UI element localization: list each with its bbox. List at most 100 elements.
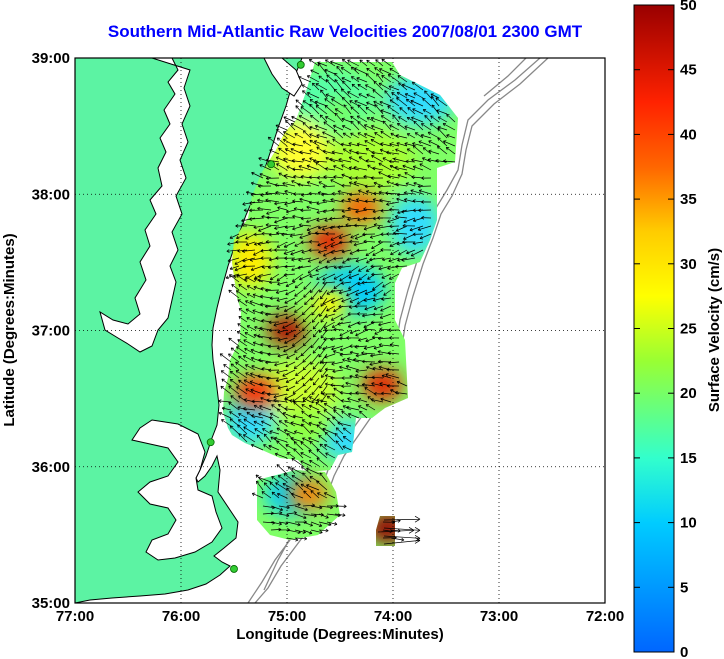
- velocity-vector: [292, 167, 304, 172]
- velocity-vector: [266, 398, 280, 403]
- velocity-vector: [242, 406, 256, 411]
- velocity-vector: [306, 225, 320, 232]
- x-axis-ticks: 77:00 76:00 75:00 74:00 73:00 72:00: [56, 608, 624, 625]
- velocity-vector: [396, 122, 408, 131]
- velocity-vector: [260, 286, 272, 291]
- velocity-vector: [355, 150, 368, 155]
- velocity-vector: [282, 215, 296, 220]
- velocity-vector: [319, 361, 328, 373]
- velocity-vector: [263, 482, 272, 491]
- velocity-vector: [363, 124, 376, 131]
- velocity-vector: [361, 359, 376, 364]
- velocity-vector: [250, 414, 264, 419]
- velocity-vector: [317, 62, 328, 75]
- velocity-vector: [330, 376, 344, 380]
- velocity-vector: [318, 249, 328, 254]
- velocity-vector: [268, 444, 280, 451]
- velocity-vector: [270, 505, 284, 512]
- velocity-vector: [348, 166, 360, 171]
- velocity-vector: [318, 421, 328, 427]
- velocity-vector: [386, 201, 400, 206]
- velocity-vector: [427, 131, 440, 139]
- velocity-vector: [246, 293, 256, 299]
- velocity-vector: [236, 386, 248, 395]
- velocity-vector: [276, 305, 288, 310]
- velocity-vector: [377, 216, 392, 220]
- velocity-vector: [298, 165, 312, 171]
- velocity-vector: [284, 337, 296, 344]
- velocity-vector: [394, 165, 408, 171]
- velocity-vector: [389, 335, 400, 340]
- velocity-vector: [228, 337, 240, 347]
- velocity-vector: [347, 91, 360, 99]
- velocity-vector: [333, 265, 344, 270]
- velocity-vector: [422, 97, 432, 107]
- velocity-vector: [234, 257, 248, 265]
- velocity-vector: [373, 305, 384, 311]
- velocity-vector: [403, 191, 416, 195]
- velocity-vector: [412, 108, 424, 115]
- velocity-vector: [365, 249, 376, 257]
- velocity-vector: [389, 124, 400, 131]
- velocity-vector: [389, 99, 400, 107]
- velocity-vector: [332, 138, 344, 147]
- y-tick-label: 35:00: [32, 595, 70, 612]
- velocity-vector: [310, 521, 323, 527]
- velocity-vector: [348, 273, 360, 279]
- velocity-vector: [340, 281, 352, 285]
- velocity-vector: [237, 419, 248, 427]
- velocity-vector: [323, 337, 336, 341]
- velocity-vector: [236, 274, 248, 283]
- velocity-vector: [242, 257, 256, 263]
- velocity-vector: [291, 257, 304, 262]
- velocity-vector: [358, 156, 368, 163]
- velocity-vector: [246, 325, 256, 331]
- velocity-vector: [251, 399, 264, 404]
- velocity-vector: [276, 137, 288, 147]
- velocity-vector: [329, 225, 344, 230]
- velocity-vector: [306, 75, 320, 83]
- velocity-vector: [283, 174, 296, 179]
- velocity-vector: [401, 209, 416, 214]
- velocity-vector: [312, 377, 320, 386]
- velocity-vector: [256, 434, 264, 443]
- velocity-vector: [253, 420, 264, 427]
- velocity-vector: [378, 162, 392, 171]
- velocity-vector: [270, 521, 282, 526]
- velocity-vector: [379, 313, 392, 319]
- velocity-vector: [254, 428, 264, 435]
- velocity-vector: [302, 361, 312, 371]
- velocity-vector: [316, 209, 328, 214]
- velocity-vector: [401, 257, 416, 262]
- velocity-vector: [277, 385, 288, 390]
- velocity-vector: [323, 249, 336, 257]
- velocity-vector: [333, 124, 344, 131]
- velocity-vector: [347, 397, 360, 403]
- velocity-vector: [230, 363, 240, 371]
- velocity-vector: [334, 504, 347, 509]
- velocity-vector: [318, 305, 328, 317]
- velocity-vector: [357, 217, 368, 222]
- velocity-vector: [302, 353, 312, 363]
- y-tick-label: 37:00: [32, 323, 70, 340]
- velocity-vector: [245, 308, 256, 315]
- velocity-vector: [322, 427, 336, 435]
- velocity-vector: [356, 142, 368, 147]
- velocity-vector: [266, 376, 280, 381]
- velocity-vector: [228, 401, 240, 411]
- velocity-vector: [314, 231, 328, 235]
- velocity-vector: [311, 82, 320, 91]
- velocity-vector: [364, 305, 376, 311]
- velocity-vector: [260, 396, 272, 403]
- velocity-vector: [322, 131, 336, 139]
- velocity-vector: [355, 391, 368, 395]
- velocity-vector: [371, 150, 384, 155]
- velocity-vector: [349, 350, 360, 355]
- velocity-vector: [237, 424, 248, 435]
- velocity-vector: [324, 98, 336, 107]
- velocity-vector: [259, 294, 272, 299]
- velocity-vector: [348, 281, 360, 290]
- velocity-vector: [341, 198, 352, 203]
- velocity-vector: [302, 437, 312, 443]
- velocity-vector: [298, 75, 312, 83]
